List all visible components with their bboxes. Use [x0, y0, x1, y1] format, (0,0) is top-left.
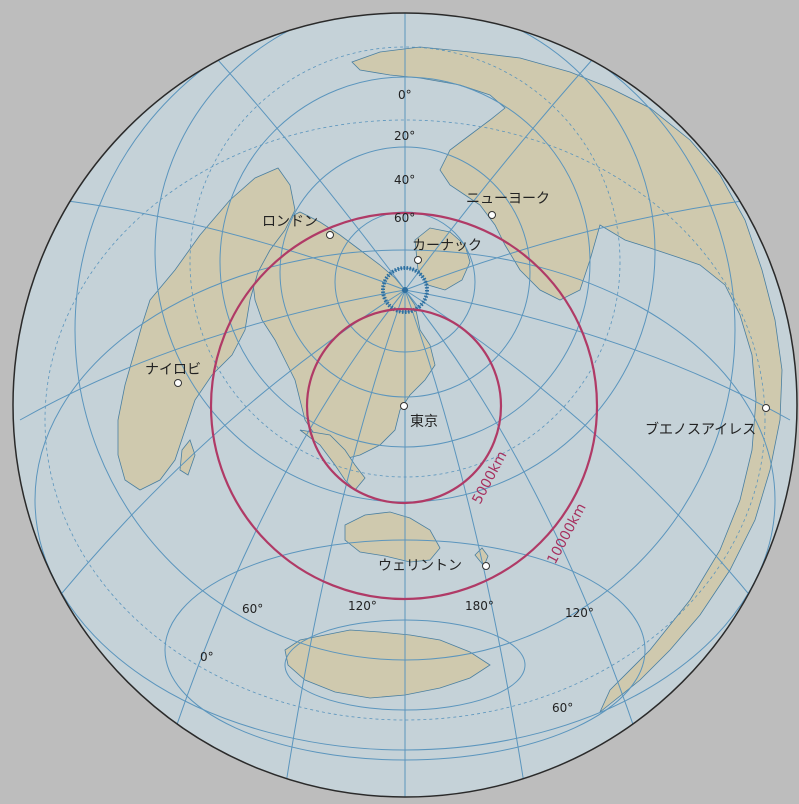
city-label-buenos-aires: ブエノスアイレス: [645, 421, 756, 438]
landmass-antarctica: [284, 629, 491, 699]
meridian-3: [39, 289, 406, 621]
landmass-africa: [117, 167, 296, 491]
north-pole-marker: [381, 266, 429, 314]
lon-label-180: 180°: [465, 599, 494, 613]
meridian-6: [199, 39, 406, 291]
dashed-circle-2: [44, 119, 766, 721]
lon-label-60: 60°: [242, 602, 263, 616]
city-marker-new-york: [488, 211, 496, 219]
meridian-4: [19, 289, 406, 421]
lat-label-20: 20°: [394, 129, 415, 143]
lat-label-60-south: 60°: [552, 701, 573, 715]
landmass-americas: [351, 46, 783, 713]
city-marker-nairobi: [174, 379, 182, 387]
meridian-7: [404, 289, 526, 791]
ring-5000km: [305, 307, 503, 505]
map-layers: [19, 13, 791, 797]
landmass-australia: [344, 511, 441, 563]
city-label-wellington: ウェリントン: [378, 558, 462, 574]
meridian-5: [59, 199, 406, 291]
longitude-labels: 60° 120° 180° 120° 0° 60°: [200, 599, 594, 715]
meridian-10: [404, 289, 791, 421]
city-labels: 東京 ロンドン ニューヨーク カーナック ナイロビ ブエノスアイレス ウェリント…: [145, 191, 756, 574]
dashed-circle-1: [189, 46, 621, 478]
globe-outline: [12, 12, 798, 798]
meridian-2: [164, 289, 406, 761]
lon-label-120-left: 120°: [348, 599, 377, 613]
city-marker-tokyo: [400, 402, 408, 410]
meridian-12: [404, 39, 611, 291]
lat-label-0: 0°: [398, 88, 412, 102]
latitude-labels: 0° 20° 40° 60°: [394, 88, 415, 225]
city-label-new-york: ニューヨーク: [466, 191, 550, 207]
city-markers: [174, 211, 770, 570]
ring-10000km: [209, 211, 599, 601]
lon-label-0: 0°: [200, 650, 214, 664]
city-marker-london: [326, 231, 334, 239]
city-label-qaanaaq: カーナック: [412, 238, 482, 254]
city-label-tokyo: 東京: [410, 414, 438, 430]
city-label-nairobi: ナイロビ: [145, 362, 201, 378]
city-marker-qaanaaq: [414, 256, 422, 264]
city-label-london: ロンドン: [262, 214, 318, 230]
lat-label-40: 40°: [394, 173, 415, 187]
city-marker-wellington: [482, 562, 490, 570]
city-marker-buenos-aires: [762, 404, 770, 412]
lat-label-60: 60°: [394, 211, 415, 225]
meridian-1: [284, 289, 406, 791]
distance-rings: [209, 211, 599, 601]
meridian-11: [404, 199, 751, 291]
meridian-8: [404, 289, 646, 761]
lon-label-120-right: 120°: [565, 606, 594, 620]
